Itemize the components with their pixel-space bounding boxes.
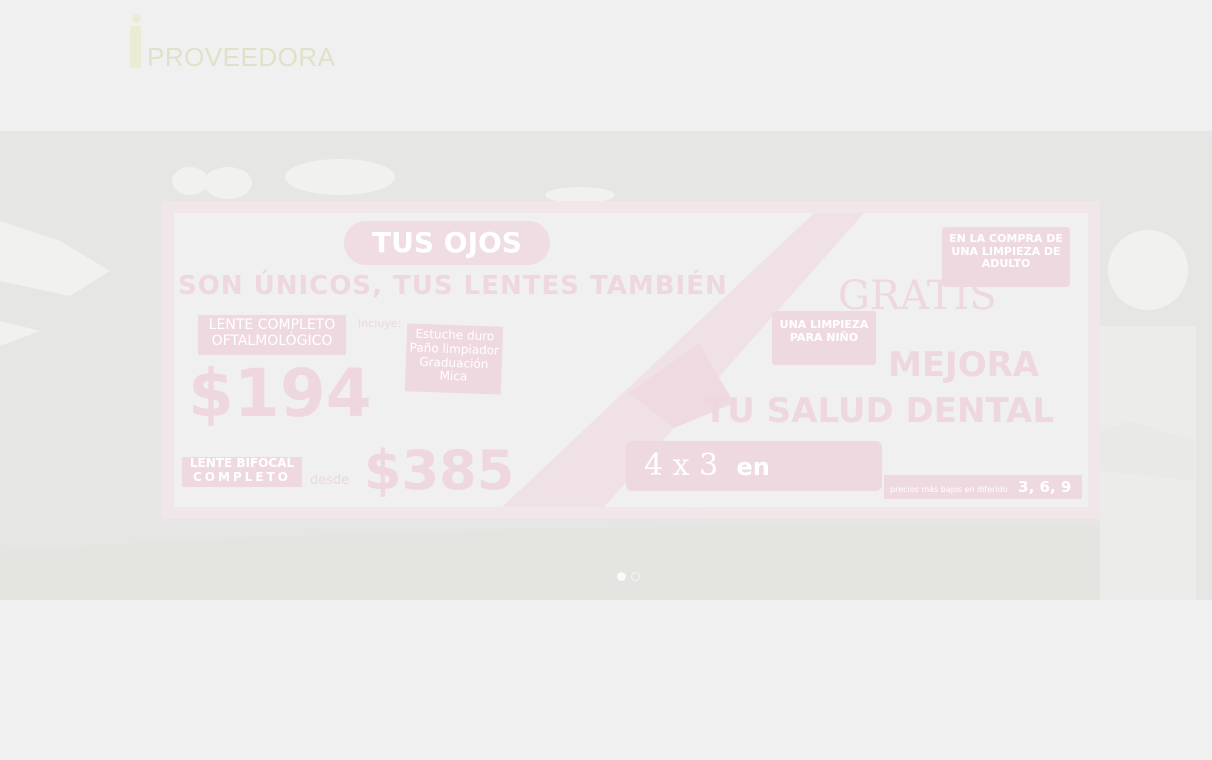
resinas-text: en Resinas <box>644 453 770 507</box>
hero-background <box>0 159 1196 600</box>
bifocal-box: LENTE BIFOCAL COMPLETO <box>182 456 302 487</box>
promo-banner-inner: TUS OJOS SON ÚNICOS, TUS LENTES TAMBIÉN … <box>174 213 1088 507</box>
adulto-promo-box: EN LA COMPRA DE UNA LIMPIEZA DE ADULTO <box>942 227 1070 287</box>
mejora-text: MEJORA <box>888 345 1040 385</box>
extras-box: Estuche duro Paño limpiador Graduación M… <box>404 323 504 395</box>
resinas-num: 4 x 3 <box>644 448 719 483</box>
incluye-label: Incluye: <box>358 317 402 330</box>
resinas-box: 4 x 3 en Resinas <box>626 441 882 507</box>
bifocal-line1: LENTE BIFOCAL <box>189 456 295 470</box>
promo-banner[interactable]: TUS OJOS SON ÚNICOS, TUS LENTES TAMBIÉN … <box>162 201 1100 519</box>
site-header: PROVEEDORA <box>0 0 1212 131</box>
carousel-dot[interactable] <box>631 572 640 581</box>
msi-months: 3, 6, 9 y 12 <box>890 478 1072 507</box>
lente-completo-box: LENTE COMPLETO OFTALMOLÓGICO <box>198 315 346 355</box>
logo[interactable]: PROVEEDORA <box>130 14 335 72</box>
hero-carousel[interactable]: TUS OJOS SON ÚNICOS, TUS LENTES TAMBIÉN … <box>0 131 1212 600</box>
salud-dental-text: TU SALUD DENTAL <box>704 391 1054 431</box>
bifocal-line2: COMPLETO <box>193 469 291 484</box>
page-content <box>0 600 1212 760</box>
logo-dot-icon <box>132 14 141 23</box>
desde-label: desde <box>310 473 350 488</box>
badge-tus-ojos: TUS OJOS <box>344 221 550 265</box>
logo-text: PROVEEDORA <box>147 42 336 72</box>
nino-promo-box: UNA LIMPIEZA PARA NIÑO <box>772 311 876 365</box>
msi-text: precios más bajos en diferido <box>890 485 1008 494</box>
price-main: $194 <box>188 355 372 432</box>
lente-completo-line2: OFTALMOLÓGICO <box>211 333 333 350</box>
headline: SON ÚNICOS, TUS LENTES TAMBIÉN <box>178 271 728 301</box>
road-graphic <box>502 213 864 507</box>
logo-bar-icon <box>130 26 141 68</box>
extra-item: Mica <box>439 368 468 384</box>
msi-box: precios más bajos en diferido 3, 6, 9 y … <box>884 475 1082 507</box>
lente-completo-line1: LENTE COMPLETO <box>208 317 336 333</box>
price-bifocal: $385 <box>364 439 515 502</box>
carousel-dot-active[interactable] <box>617 572 626 581</box>
